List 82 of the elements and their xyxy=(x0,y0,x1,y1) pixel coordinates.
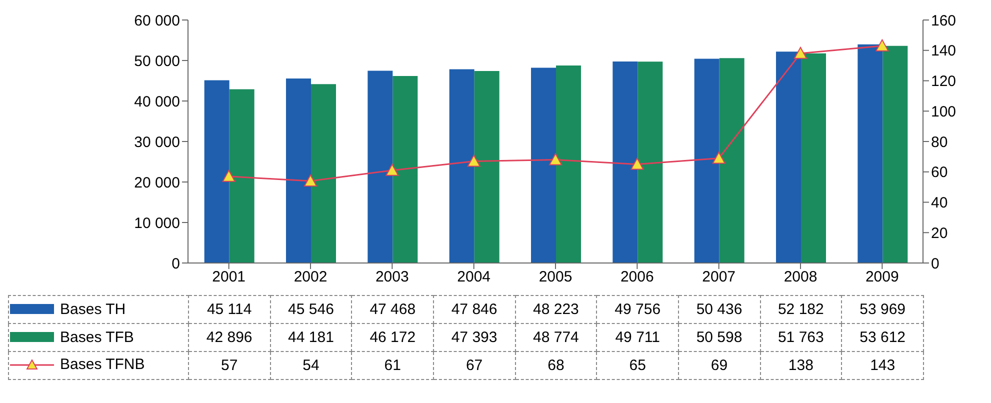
point xyxy=(712,152,726,164)
bar xyxy=(368,70,393,263)
x-tick-label: 2004 xyxy=(457,268,491,286)
point xyxy=(304,174,317,186)
y2-tick-label: 100 xyxy=(931,103,956,120)
bar xyxy=(474,71,500,263)
data-label: 52 182 xyxy=(760,296,842,324)
data-label: 42 896 xyxy=(188,324,270,352)
data-label: 54 xyxy=(270,352,352,380)
data-label: 48 774 xyxy=(515,324,597,352)
bar xyxy=(882,46,908,263)
y2-tick-label: 60 xyxy=(931,164,948,182)
data-label: 65 xyxy=(596,352,678,380)
bar xyxy=(694,58,720,263)
data-label: 143 xyxy=(842,352,924,380)
y-tick-label: 40 000 xyxy=(134,93,180,110)
data-label: 49 711 xyxy=(596,324,678,352)
bar xyxy=(776,52,801,263)
y-tick-label: 60 000 xyxy=(134,12,180,30)
y-tick-label: 0 xyxy=(172,255,180,272)
point xyxy=(467,154,480,167)
bar xyxy=(229,89,254,263)
data-label: 47 846 xyxy=(433,296,516,324)
x-tick-label: 2009 xyxy=(865,268,899,286)
x-tick-label: 2008 xyxy=(784,268,818,286)
y2-tick-label: 0 xyxy=(931,255,940,272)
bar xyxy=(531,68,556,263)
bar xyxy=(858,44,883,263)
data-label: 49 756 xyxy=(596,296,678,324)
data-label: 45 546 xyxy=(270,296,352,324)
x-tick-label: 2005 xyxy=(538,268,572,286)
bar xyxy=(286,78,311,263)
y-tick-label: 50 000 xyxy=(134,52,180,70)
data-label: 53 612 xyxy=(842,324,924,352)
data-label: 53 969 xyxy=(842,296,924,324)
data-label: 69 xyxy=(678,352,760,380)
legend-label: Bases TH xyxy=(60,300,126,318)
y-tick-label: 10 000 xyxy=(134,214,180,232)
bar xyxy=(719,58,744,263)
data-label: 61 xyxy=(352,352,434,380)
data-label: 46 172 xyxy=(352,324,434,352)
data-label: 48 223 xyxy=(515,296,597,324)
y-tick-label: 20 000 xyxy=(134,174,180,192)
data-label: 50 598 xyxy=(678,324,760,352)
y2-tick-label: 40 xyxy=(931,194,948,212)
x-tick-label: 2003 xyxy=(375,268,409,286)
point xyxy=(386,164,399,176)
bar xyxy=(204,80,230,263)
data-label: 50 436 xyxy=(678,296,760,324)
y2-tick-label: 120 xyxy=(931,73,956,90)
data-label: 45 114 xyxy=(188,296,270,324)
data-label: 138 xyxy=(760,352,842,380)
legend-label: Bases TFB xyxy=(60,328,134,346)
bar xyxy=(612,61,638,263)
y-tick-label: 30 000 xyxy=(134,134,180,151)
x-tick-label: 2002 xyxy=(294,268,328,286)
y2-tick-label: 20 xyxy=(931,224,948,242)
data-label: 51 763 xyxy=(760,324,842,352)
point xyxy=(630,158,644,170)
y2-tick-label: 140 xyxy=(931,42,956,60)
x-tick-label: 2001 xyxy=(212,268,246,286)
bar xyxy=(556,65,581,263)
point xyxy=(794,46,807,59)
data-label: 67 xyxy=(433,352,516,380)
data-label: 47 393 xyxy=(433,324,516,352)
bar xyxy=(801,53,826,263)
y2-tick-label: 160 xyxy=(931,12,956,30)
data-label: 68 xyxy=(515,352,597,380)
legend-label: Bases TFNB xyxy=(60,356,145,374)
y2-tick-label: 80 xyxy=(931,134,948,151)
point xyxy=(222,170,236,182)
data-label: 47 468 xyxy=(352,296,434,324)
x-tick-label: 2007 xyxy=(702,268,736,286)
data-label: 44 181 xyxy=(270,324,352,352)
bar xyxy=(638,62,663,263)
data-label: 57 xyxy=(188,352,270,380)
point xyxy=(549,153,562,166)
bar xyxy=(311,84,336,263)
bar xyxy=(449,69,474,263)
x-tick-label: 2006 xyxy=(620,268,654,286)
point xyxy=(876,39,889,52)
bar xyxy=(392,76,418,263)
